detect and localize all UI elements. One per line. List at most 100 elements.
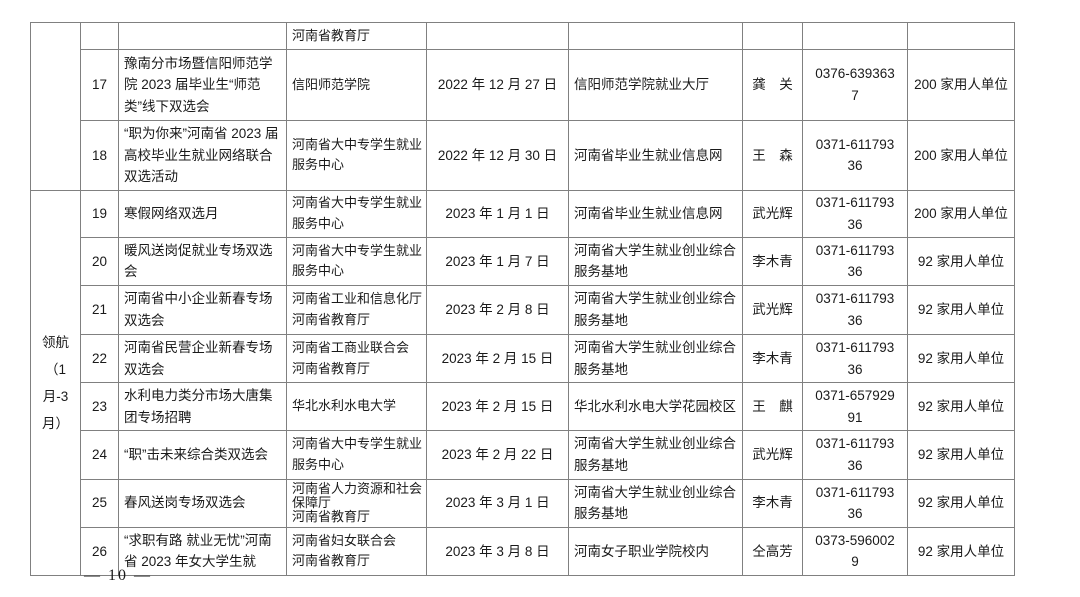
cell-date: 2023 年 3 月 8 日 (426, 526, 569, 576)
cell-phone: 0371-61179336 (802, 189, 908, 238)
table-row: 23 水利电力类分市场大唐集团专场招聘 华北水利水电大学 2023 年 2 月 … (31, 382, 1015, 432)
cell-scale: 92 家用人单位 (907, 382, 1015, 432)
cell-contact: 王 森 (742, 120, 803, 191)
cell-scale: 92 家用人单位 (907, 526, 1015, 576)
table-row: 20 暖风送岗促就业专场双选会 河南省大中专学生就业服务中心 2023 年 1 … (31, 236, 1015, 286)
cell-date: 2023 年 3 月 1 日 (426, 478, 569, 528)
cell-organizer: 河南省教育厅 (286, 22, 427, 50)
cell-location: 信阳师范学院就业大厅 (568, 49, 743, 121)
cell-phone: 0371-61179336 (802, 478, 908, 528)
cell-number: 19 (80, 189, 119, 238)
cell-phone: 0373-5960029 (802, 526, 908, 576)
cell-number: 21 (80, 284, 119, 335)
cell-number: 22 (80, 333, 119, 384)
cell-event-name: “职”击未来综合类双选会 (118, 430, 287, 480)
table-row: 17 豫南分市场暨信阳师范学院 2023 届毕业生“师范类”线下双选会 信阳师范… (31, 49, 1015, 121)
cell-phone: 0371-61179336 (802, 333, 908, 384)
table-row-continuation: 河南省教育厅 (30, 22, 1015, 191)
cell-location: 河南省大学生就业创业综合服务基地 (568, 333, 743, 384)
job-fair-schedule-table: 河南省教育厅 17 豫南分市场暨信阳师范学院 2023 届毕业生“师范类”线下双… (30, 22, 1015, 576)
cell-date: 2023 年 2 月 8 日 (426, 284, 569, 335)
cell-number: 18 (80, 120, 119, 191)
cell-location: 河南省毕业生就业信息网 (568, 189, 743, 238)
table-row: 领航 （1 月-3 月） 19 寒假网络双选月 河南省大中专学生就业服务中心 2… (30, 189, 1015, 576)
cell-event-name: 寒假网络双选月 (118, 189, 287, 238)
cell-scale: 200 家用人单位 (907, 189, 1015, 238)
cell-organizer: 河南省大中专学生就业服务中心 (286, 189, 427, 238)
cell-date: 2023 年 2 月 22 日 (426, 430, 569, 480)
cell-location: 河南省大学生就业创业综合服务基地 (568, 478, 743, 528)
cell-group-blank (30, 22, 81, 191)
cell-event-name: 春风送岗专场双选会 (118, 478, 287, 528)
cell-organizer: 河南省大中专学生就业服务中心 (286, 236, 427, 286)
cell-contact: 武光辉 (742, 284, 803, 335)
cell-date (426, 22, 569, 50)
cell-date: 2022 年 12 月 30 日 (426, 120, 569, 191)
cell-organizer: 河南省工业和信息化厅 河南省教育厅 (286, 284, 427, 335)
cell-phone: 0371-61179336 (802, 236, 908, 286)
cell-organizer: 河南省妇女联合会 河南省教育厅 (286, 526, 427, 576)
cell-date: 2023 年 1 月 7 日 (426, 236, 569, 286)
cell-phone: 0371-65792991 (802, 382, 908, 432)
cell-number: 24 (80, 430, 119, 480)
cell-phone: 0371-61179336 (802, 120, 908, 191)
cell-location: 河南省大学生就业创业综合服务基地 (568, 430, 743, 480)
cell-scale: 92 家用人单位 (907, 430, 1015, 480)
cell-location: 华北水利水电大学花园校区 (568, 382, 743, 432)
cell-group-label: 领航 （1 月-3 月） (30, 189, 81, 576)
table-row: 18 “职为你来”河南省 2023 届高校毕业生就业网络联合双选活动 河南省大中… (31, 120, 1015, 191)
table-row: 24 “职”击未来综合类双选会 河南省大中专学生就业服务中心 2023 年 2 … (31, 430, 1015, 480)
cell-location: 河南省大学生就业创业综合服务基地 (568, 284, 743, 335)
cell-location (568, 22, 743, 50)
cell-contact (742, 22, 803, 50)
cell-contact: 武光辉 (742, 189, 803, 238)
cell-number: 17 (80, 49, 119, 121)
cell-organizer: 河南省工商业联合会 河南省教育厅 (286, 333, 427, 384)
cell-number (80, 22, 119, 50)
cell-number: 25 (80, 478, 119, 528)
cell-contact: 武光辉 (742, 430, 803, 480)
cell-scale: 92 家用人单位 (907, 478, 1015, 528)
cell-organizer: 河南省大中专学生就业服务中心 (286, 430, 427, 480)
cell-scale: 200 家用人单位 (907, 49, 1015, 121)
cell-organizer: 河南省人力资源和社会保障厅 河南省教育厅 (286, 478, 427, 528)
cell-event-name: 水利电力类分市场大唐集团专场招聘 (118, 382, 287, 432)
cell-event-name: 河南省民营企业新春专场双选会 (118, 333, 287, 384)
cell-event-name: 豫南分市场暨信阳师范学院 2023 届毕业生“师范类”线下双选会 (118, 49, 287, 121)
cell-location: 河南省大学生就业创业综合服务基地 (568, 236, 743, 286)
cell-phone: 0371-61179336 (802, 284, 908, 335)
cell-phone: 0376-6393637 (802, 49, 908, 121)
cell-number: 26 (80, 526, 119, 576)
cell-event-name: “求职有路 就业无忧”河南省 2023 年女大学生就 (118, 526, 287, 576)
cell-contact: 李木青 (742, 236, 803, 286)
cell-date: 2023 年 2 月 15 日 (426, 382, 569, 432)
cell-scale: 92 家用人单位 (907, 333, 1015, 384)
cell-location: 河南女子职业学院校内 (568, 526, 743, 576)
cell-date: 2023 年 2 月 15 日 (426, 333, 569, 384)
cell-location: 河南省毕业生就业信息网 (568, 120, 743, 191)
cell-event-name: 暖风送岗促就业专场双选会 (118, 236, 287, 286)
cell-contact: 龚 关 (742, 49, 803, 121)
cell-organizer: 河南省大中专学生就业服务中心 (286, 120, 427, 191)
cell-event-name: “职为你来”河南省 2023 届高校毕业生就业网络联合双选活动 (118, 120, 287, 191)
table-row: 22 河南省民营企业新春专场双选会 河南省工商业联合会 河南省教育厅 2023 … (31, 333, 1015, 384)
table-row: 25 春风送岗专场双选会 河南省人力资源和社会保障厅 河南省教育厅 2023 年… (31, 478, 1015, 528)
cell-scale (907, 22, 1015, 50)
cell-scale: 92 家用人单位 (907, 284, 1015, 335)
cell-organizer: 信阳师范学院 (286, 49, 427, 121)
page-number: — 10 — (84, 567, 152, 584)
cell-phone (802, 22, 908, 50)
cell-phone: 0371-61179336 (802, 430, 908, 480)
cell-organizer: 华北水利水电大学 (286, 382, 427, 432)
cell-event-name (118, 22, 287, 50)
table-row: 26 “求职有路 就业无忧”河南省 2023 年女大学生就 河南省妇女联合会 河… (31, 526, 1015, 576)
cell-contact: 李木青 (742, 478, 803, 528)
cell-number: 20 (80, 236, 119, 286)
cell-contact: 李木青 (742, 333, 803, 384)
cell-date: 2023 年 1 月 1 日 (426, 189, 569, 238)
table-row: 21 河南省中小企业新春专场双选会 河南省工业和信息化厅 河南省教育厅 2023… (31, 284, 1015, 335)
cell-scale: 92 家用人单位 (907, 236, 1015, 286)
cell-contact: 仝高芳 (742, 526, 803, 576)
cell-contact: 王 麒 (742, 382, 803, 432)
